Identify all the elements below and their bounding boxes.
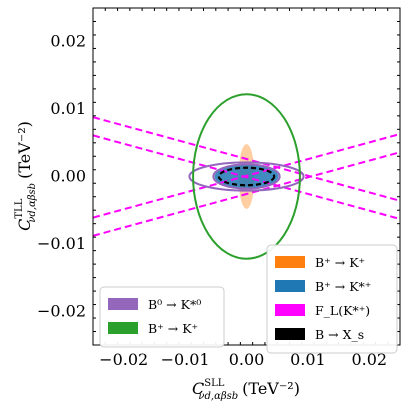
axis-titles: CSLL νd,αβsb (TeV⁻²) CTLL νd,αβsb(TeV⁻²) [14, 121, 300, 402]
legend-lower-left-swatch [108, 298, 138, 310]
y-tick-label: 0.02 [50, 32, 86, 51]
fl-line-0 [93, 116, 400, 202]
y-tick-label: 0.00 [50, 167, 86, 186]
legend-lower-left-swatch [108, 322, 138, 334]
y-axis-title: CTLL νd,αβsb(TeV⁻²) [14, 121, 38, 231]
legend-lower-left-box [99, 286, 225, 348]
y-tick-label: −0.01 [37, 234, 86, 253]
legend-lower-right-box [266, 244, 398, 354]
plot-frame [92, 7, 401, 346]
region-bxs-dashed [217, 166, 276, 187]
y-tick-label: −0.02 [37, 301, 86, 320]
legend-lower-right-label: B⁺ → K⁺ [315, 255, 365, 270]
fl-line-3 [93, 151, 400, 237]
legend-lower-right-label: B → X_s [315, 327, 364, 342]
legend-lower-left-label: B⁺ → K⁺ [148, 321, 198, 336]
legend-lower-right-label: B⁺ → K*⁺ [315, 279, 371, 294]
legend-lower-left-label: B⁰ → K*⁰ [148, 297, 201, 312]
legend-lower-right-label: F_L(K*⁺) [315, 303, 370, 318]
x-tick-label: −0.01 [161, 350, 210, 369]
x-tick-label: 0.02 [351, 350, 387, 369]
legend-lower-right-swatch [275, 256, 305, 268]
legend-lower-right-swatch [275, 280, 305, 292]
region-bpk-outline [192, 93, 301, 260]
axis-ticks: −0.02 −0.01 0.00 0.01 0.02 −0.02 −0.01 0.00 0.01… [37, 7, 401, 369]
region-b0kstar-inner [212, 163, 281, 190]
legends: B⁰ → K*⁰ B⁺ → K⁺ B⁺ → K⁺ B⁺ → K*⁺ F_L(K*⁺) B … [99, 244, 398, 354]
y-tick-label: 0.01 [50, 99, 86, 118]
fl-line-2 [93, 133, 400, 219]
region-b0kstar-outer [188, 161, 305, 192]
plot-area [93, 93, 400, 260]
x-tick-label: 0.01 [290, 350, 326, 369]
x-tick-label: −0.02 [99, 350, 148, 369]
legend-lower-right-swatch [275, 304, 305, 316]
x-tick-label: 0.00 [229, 350, 265, 369]
fl-line-1 [93, 134, 400, 220]
x-axis-title: CSLL νd,αβsb (TeV⁻²) [192, 378, 300, 402]
legend-lower-right-swatch [275, 328, 305, 340]
